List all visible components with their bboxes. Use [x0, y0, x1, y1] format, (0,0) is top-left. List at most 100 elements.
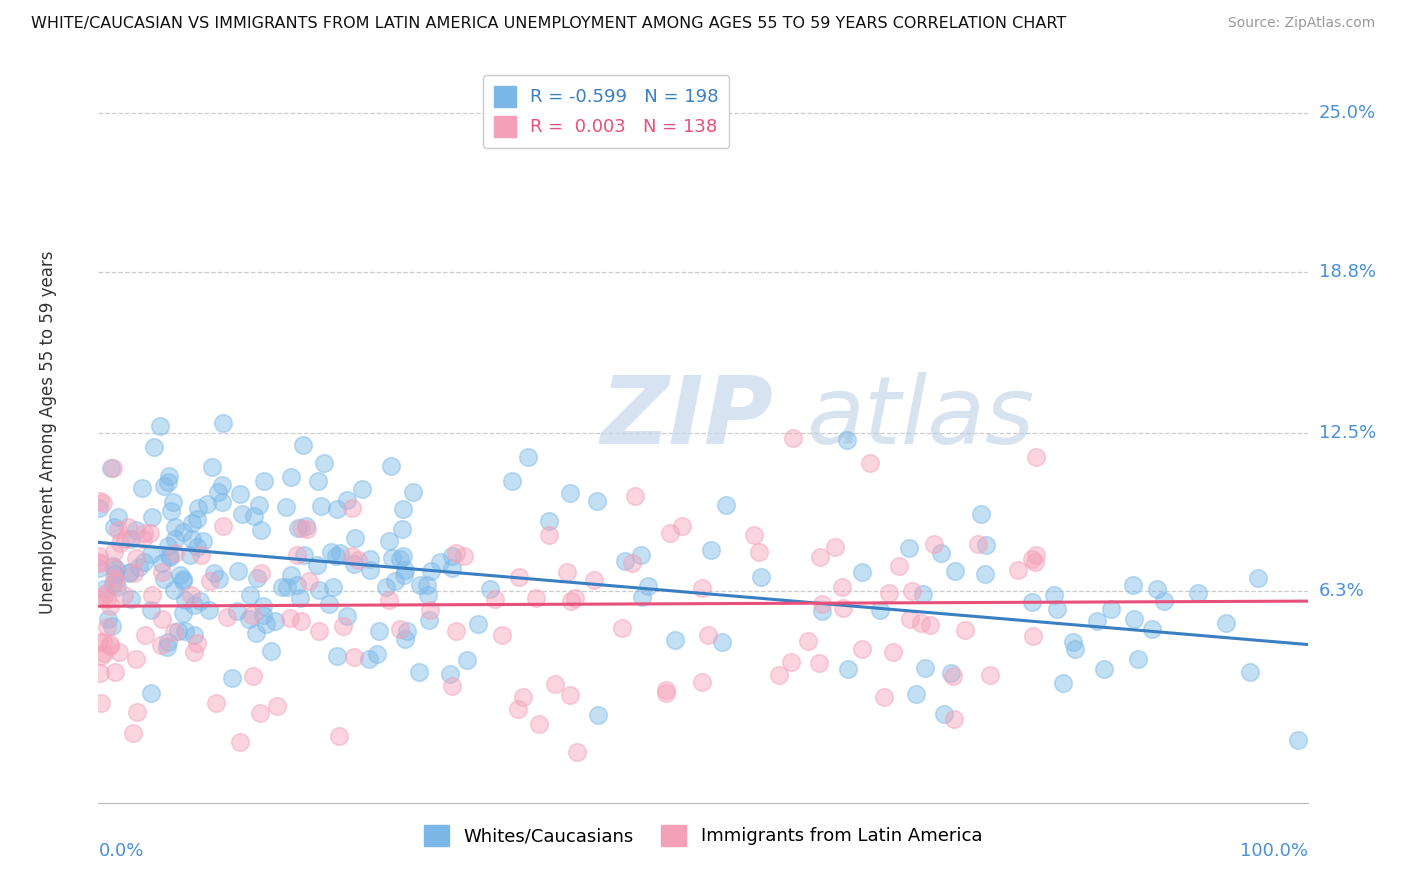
Point [89, 501, 111, 516]
Point [1063, 641, 1085, 656]
Point [350, 483, 373, 497]
Point [901, 583, 924, 598]
Point [139, 548, 162, 562]
Point [837, 434, 859, 448]
Point [910, 616, 932, 631]
Point [229, 735, 252, 749]
Point [90, 648, 112, 663]
Point [132, 556, 155, 570]
Point [98, 599, 121, 614]
Point [912, 587, 935, 601]
Point [198, 574, 221, 588]
Point [336, 608, 359, 623]
Point [98, 639, 121, 653]
Point [157, 635, 180, 649]
Point [225, 604, 247, 618]
Point [107, 523, 129, 537]
Point [188, 594, 211, 608]
Point [419, 603, 441, 617]
Point [162, 495, 184, 509]
Point [117, 520, 139, 534]
Point [614, 554, 637, 568]
Point [851, 566, 873, 580]
Point [245, 626, 267, 640]
Point [150, 638, 173, 652]
Point [318, 597, 340, 611]
Point [560, 688, 582, 702]
Point [242, 668, 264, 682]
Point [89, 494, 111, 508]
Point [416, 578, 439, 592]
Point [141, 588, 163, 602]
Point [249, 523, 271, 537]
Point [544, 677, 567, 691]
Point [1126, 652, 1149, 666]
Point [163, 624, 186, 639]
Point [873, 690, 896, 704]
Text: atlas: atlas [806, 372, 1033, 463]
Point [246, 571, 269, 585]
Point [429, 556, 451, 570]
Point [181, 532, 204, 546]
Point [307, 474, 329, 488]
Point [254, 616, 277, 631]
Point [93, 646, 115, 660]
Point [979, 668, 1001, 682]
Point [276, 580, 298, 594]
Point [780, 655, 803, 669]
Point [690, 581, 713, 595]
Point [163, 532, 186, 546]
Point [920, 618, 942, 632]
Point [89, 556, 111, 570]
Point [831, 580, 853, 594]
Point [285, 577, 308, 591]
Text: WHITE/CAUCASIAN VS IMMIGRANTS FROM LATIN AMERICA UNEMPLOYMENT AMONG AGES 55 TO 5: WHITE/CAUCASIAN VS IMMIGRANTS FROM LATIN… [31, 16, 1066, 31]
Point [1025, 548, 1047, 562]
Point [98, 637, 121, 651]
Point [153, 572, 176, 586]
Point [326, 502, 349, 516]
Point [419, 564, 441, 578]
Point [1021, 595, 1043, 609]
Text: 100.0%: 100.0% [1240, 842, 1308, 860]
Point [932, 707, 955, 722]
Point [169, 568, 191, 582]
Point [163, 520, 186, 534]
Point [654, 686, 676, 700]
Point [212, 416, 235, 430]
Point [527, 716, 550, 731]
Point [260, 644, 283, 658]
Point [186, 512, 208, 526]
Point [150, 612, 173, 626]
Point [824, 540, 846, 554]
Point [1122, 578, 1144, 592]
Point [157, 549, 180, 564]
Point [1215, 616, 1237, 631]
Point [942, 669, 965, 683]
Point [93, 589, 115, 603]
Point [456, 653, 478, 667]
Point [239, 588, 262, 602]
Point [408, 665, 430, 679]
Point [285, 548, 308, 562]
Point [583, 574, 606, 588]
Point [139, 686, 162, 700]
Point [149, 418, 172, 433]
Point [252, 599, 274, 614]
Point [610, 621, 633, 635]
Point [125, 550, 148, 565]
Point [271, 580, 294, 594]
Point [974, 566, 997, 581]
Point [564, 591, 586, 606]
Point [1042, 588, 1064, 602]
Point [359, 563, 381, 577]
Point [328, 729, 350, 743]
Point [291, 438, 314, 452]
Point [187, 501, 209, 516]
Point [131, 533, 153, 547]
Point [308, 583, 330, 598]
Point [586, 707, 609, 722]
Point [381, 551, 404, 566]
Point [280, 470, 302, 484]
Point [166, 624, 188, 639]
